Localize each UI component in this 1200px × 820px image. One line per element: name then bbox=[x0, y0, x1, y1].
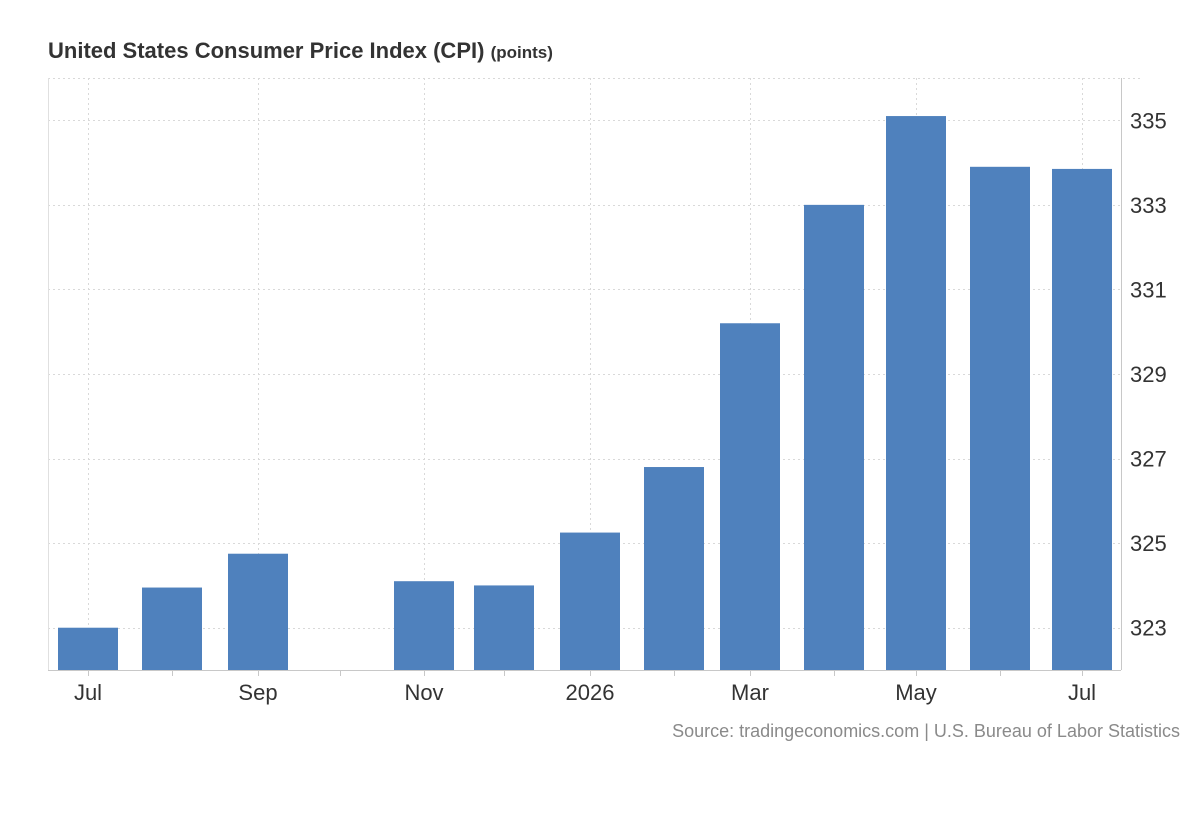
y-tick-label: 333 bbox=[1130, 193, 1167, 218]
x-tick-label: Nov bbox=[404, 680, 443, 705]
bar-apr bbox=[804, 204, 864, 670]
bar-feb bbox=[644, 467, 704, 670]
bar-dec bbox=[474, 585, 534, 670]
source-note: Source: tradingeconomics.com | U.S. Bure… bbox=[672, 721, 1180, 741]
cpi-bar-chart: 323 325 327 329 331 333 335 Jul Sep Nov 2026 Mar May… bbox=[48, 78, 1167, 705]
chart-title-text: United States Consumer Price Index (CPI) bbox=[48, 38, 485, 63]
x-tick-label: Mar bbox=[731, 680, 769, 705]
y-tick-label: 335 bbox=[1130, 108, 1167, 133]
bar-jun bbox=[970, 166, 1030, 671]
bar-jul bbox=[1052, 168, 1112, 670]
bar-mar bbox=[720, 323, 780, 670]
x-tick-label: 2026 bbox=[566, 680, 615, 705]
y-tick-label: 323 bbox=[1130, 616, 1167, 641]
x-tick-label: Jul bbox=[1068, 680, 1096, 705]
bar-2026 bbox=[560, 532, 620, 670]
x-tick-label: May bbox=[895, 680, 937, 705]
bar-may bbox=[886, 116, 946, 671]
x-tick-label: Sep bbox=[238, 680, 277, 705]
y-tick-label: 331 bbox=[1130, 277, 1167, 302]
bar-sep bbox=[228, 553, 288, 670]
bar-nov bbox=[394, 581, 454, 670]
bar-aug bbox=[142, 587, 202, 670]
y-tick-label: 327 bbox=[1130, 447, 1167, 472]
chart-unit: (points) bbox=[490, 43, 553, 62]
y-tick-label: 325 bbox=[1130, 531, 1167, 556]
x-tick-label: Jul bbox=[74, 680, 102, 705]
chart-title: United States Consumer Price Index (CPI)… bbox=[48, 38, 553, 64]
y-tick-label: 329 bbox=[1130, 362, 1167, 387]
bar-jul bbox=[58, 627, 118, 670]
